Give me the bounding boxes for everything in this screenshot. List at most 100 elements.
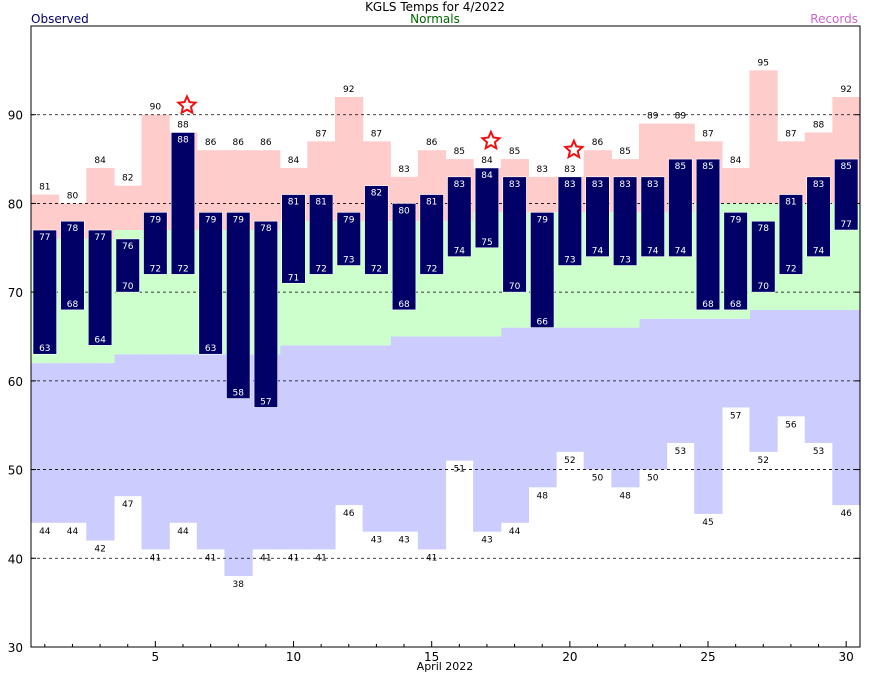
record-high-band (749, 70, 778, 204)
y-tick-label: 80 (8, 197, 23, 211)
observed-low-label: 77 (840, 220, 851, 230)
record-high-label: 89 (675, 112, 687, 122)
x-tick-label: 5 (152, 650, 160, 664)
record-low-label: 47 (122, 500, 133, 510)
chart-title: KGLS Temps for 4/2022 (365, 0, 505, 14)
record-high-label: 87 (702, 129, 713, 139)
record-low-label: 57 (730, 411, 741, 421)
observed-low-label: 72 (426, 264, 437, 274)
y-tick-label: 90 (8, 109, 23, 123)
record-low-band (279, 345, 308, 550)
observed-high-label: 77 (94, 233, 105, 243)
record-high-label: 95 (758, 58, 769, 68)
x-axis-label: April 2022 (416, 660, 474, 673)
observed-bar (419, 194, 444, 275)
record-low-band (445, 336, 474, 461)
y-tick-label: 70 (8, 286, 23, 300)
observed-bars (32, 132, 859, 408)
observed-low-label: 70 (509, 282, 521, 292)
observed-bar (751, 220, 776, 293)
record-low-label: 44 (39, 527, 51, 537)
record-high-label: 83 (536, 165, 547, 175)
record-low-label: 41 (205, 553, 216, 563)
observed-bar (87, 229, 113, 346)
record-bands (31, 70, 861, 577)
observed-low-label: 68 (398, 300, 410, 310)
observed-bar (391, 203, 417, 311)
observed-high-label: 79 (233, 215, 245, 225)
record-low-band (86, 363, 115, 541)
record-high-label: 82 (122, 174, 133, 184)
record-low-band (31, 363, 60, 523)
record-low-label: 50 (592, 474, 604, 484)
observed-bar (60, 220, 85, 311)
observed-low-label: 74 (647, 247, 659, 257)
observed-low-label: 64 (94, 335, 106, 345)
observed-bar (32, 229, 57, 355)
observed-low-label: 74 (454, 247, 466, 257)
observed-low-label: 63 (205, 344, 216, 354)
observed-low-label: 72 (150, 264, 161, 274)
observed-bar (115, 238, 140, 293)
observed-low-label: 74 (813, 247, 825, 257)
record-high-band (721, 167, 751, 204)
record-low-label: 48 (536, 491, 548, 501)
legend-records: Records (810, 12, 858, 26)
observed-low-label: 72 (315, 264, 326, 274)
record-low-band (611, 327, 640, 488)
record-high-label: 86 (426, 138, 438, 148)
record-low-band (169, 354, 198, 523)
record-low-band (583, 327, 612, 470)
record-low-band (556, 327, 585, 452)
record-low-band (196, 354, 226, 550)
record-high-label: 83 (398, 165, 409, 175)
observed-low-label: 68 (730, 300, 742, 310)
observed-high-label: 81 (426, 198, 437, 208)
observed-bar (640, 176, 665, 257)
y-tick-label: 40 (8, 552, 23, 566)
observed-bar (695, 158, 721, 311)
record-low-band (500, 327, 529, 523)
observed-high-label: 83 (647, 180, 658, 190)
observed-high-label: 79 (343, 215, 355, 225)
observed-low-label: 73 (619, 256, 630, 266)
observed-low-label: 72 (371, 264, 382, 274)
observed-bar (170, 132, 196, 275)
record-low-label: 46 (840, 509, 852, 519)
observed-high-label: 83 (592, 180, 603, 190)
record-low-label: 44 (67, 527, 79, 537)
record-low-band (694, 318, 723, 514)
observed-bar (778, 194, 804, 275)
record-low-label: 42 (94, 545, 105, 555)
observed-low-label: 71 (288, 273, 299, 283)
record-low-label: 53 (813, 447, 824, 457)
record-high-band (528, 176, 557, 213)
record-high-label: 85 (619, 147, 630, 157)
observed-bar (834, 158, 859, 231)
observed-high-label: 79 (205, 215, 217, 225)
x-tick-label: 15 (424, 650, 439, 664)
record-low-label: 44 (509, 527, 521, 537)
observed-low-label: 74 (592, 247, 604, 257)
record-high-label: 90 (150, 103, 162, 113)
record-high-band (334, 96, 364, 222)
observed-bar (806, 176, 831, 257)
record-high-label: 84 (94, 156, 106, 166)
record-low-label: 46 (343, 509, 355, 519)
observed-low-label: 66 (536, 318, 548, 328)
record-star-icon (562, 138, 585, 160)
record-low-band (417, 336, 447, 550)
observed-bar (143, 212, 168, 275)
record-high-band (141, 114, 170, 231)
observed-high-label: 83 (619, 180, 630, 190)
observed-high-label: 79 (150, 215, 162, 225)
x-tick-label: 10 (286, 650, 301, 664)
record-low-band (307, 345, 336, 550)
record-low-label: 41 (288, 553, 299, 563)
observed-bar (226, 212, 251, 399)
plot-frame (30, 25, 861, 648)
record-low-band (721, 318, 751, 408)
y-tick-label: 50 (8, 464, 23, 478)
record-low-label: 52 (564, 456, 575, 466)
record-high-label: 84 (730, 156, 742, 166)
